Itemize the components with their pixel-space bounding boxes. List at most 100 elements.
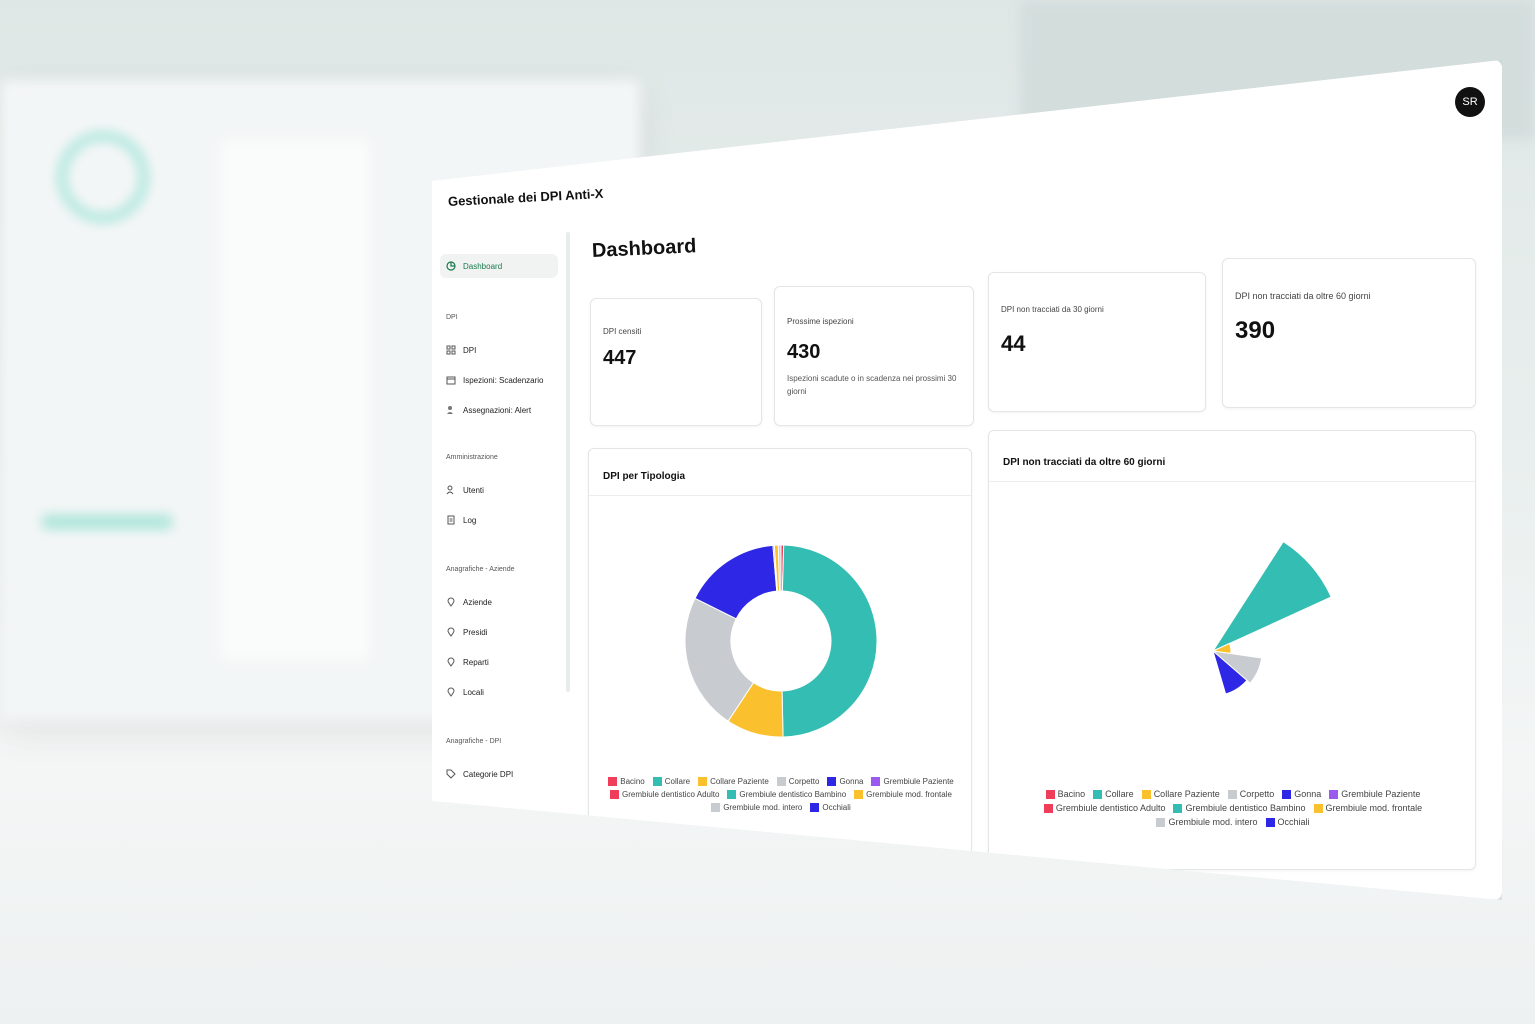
legend-item-corpetto[interactable]: Corpetto [776,777,819,786]
sidebar-section-amministrazione: Amministrazione [446,454,498,461]
legend-item-collare-paziente[interactable]: Collare Paziente [1141,789,1220,799]
legend-item-grembiule-paziente[interactable]: Grembiule Paziente [871,777,954,786]
users-icon [446,485,454,495]
legend-label: Grembiule dentistico Bambino [1185,803,1306,813]
stat-value: 430 [787,341,821,363]
map-pin-icon [447,687,455,697]
sidebar-item-locali[interactable]: Locali [440,680,558,704]
legend-item-grembiule-mod-frontale[interactable]: Grembiule mod. frontale [854,790,952,799]
polar-slice-gonna[interactable] [1212,649,1248,695]
legend-item-collare[interactable]: Collare [652,777,690,786]
sidebar-item-label: Log [463,515,477,525]
chart-legend: Bacino Collare Collare Paziente Corpetto Gon… [1003,789,1463,827]
sidebar-item-label: Reparti [463,657,489,667]
legend-item-grembiule-dentistico-bambino[interactable]: Grembiule dentistico Bambino [727,790,846,799]
legend-item-grembiule-dentistico-adulto[interactable]: Grembiule dentistico Adulto [1043,803,1166,813]
legend-swatch [1045,789,1055,799]
legend-label: Grembiule Paziente [1341,789,1421,799]
card-divider [989,481,1475,482]
stat-card-non-tracciati-60: DPI non tracciati da oltre 60 giorni 390 [1222,258,1476,408]
stat-card-prossime-ispezioni: Prossime ispezioni 430 Ispezioni scadute… [774,286,974,426]
polar-area-chart[interactable] [1123,501,1343,761]
sidebar-item-categorie-dpi[interactable]: Categorie DPI [440,762,558,786]
sidebar-item-dpi[interactable]: DPI [440,338,558,362]
legend-swatch [827,777,837,786]
legend-item-gonna[interactable]: Gonna [827,777,863,786]
sidebar-item-aziende[interactable]: Aziende [440,590,558,614]
legend-label: Gonna [839,777,864,786]
stat-label: DPI censiti [603,327,642,336]
legend-swatch [1173,803,1183,813]
polar-slice-collare[interactable] [1211,540,1332,653]
tag-icon [446,769,456,779]
main-content: Dashboard DPI censiti 447 Prossime ispez… [584,220,1484,880]
grid-icon [446,345,456,355]
app-window: Gestionale dei DPI Anti-X SR Dashboard D… [432,60,1502,900]
polar-slice-corpetto[interactable] [1211,650,1263,684]
chart-card-non-tracciati-60: DPI non tracciati da oltre 60 giorni Bac… [988,430,1476,870]
legend-label: Grembiule mod. frontale [866,790,952,799]
legend-item-occhiali[interactable]: Occhiali [1265,817,1310,827]
stat-note: Ispezioni scadute o in scadenza nei pros… [787,374,957,396]
legend-label: Grembiule mod. frontale [1325,803,1423,813]
map-pin-icon [447,657,455,667]
page-title: Dashboard [591,235,697,262]
legend-swatch [776,777,786,786]
doughnut-slice-grembiule-mod-intero[interactable] [777,544,782,592]
legend-swatch [711,803,721,812]
legend-item-occhiali[interactable]: Occhiali [810,803,851,812]
doughnut-slice-corpetto[interactable] [684,597,755,722]
legend-label: Collare Paziente [710,777,769,786]
sidebar-item-reparti[interactable]: Reparti [440,650,558,674]
legend-label: Grembiule mod. intero [1168,817,1258,827]
sidebar-section-anagrafiche-dpi: Anagrafiche - DPI [446,738,502,745]
legend-item-grembiule-dentistico-bambino[interactable]: Grembiule dentistico Bambino [1173,803,1306,813]
sidebar-item-utenti[interactable]: Utenti [440,478,558,502]
legend-label: Corpetto [1239,789,1275,799]
legend-label: Grembiule dentistico Adulto [1055,803,1166,813]
sidebar-item-label: Utenti [463,485,484,495]
doughnut-chart[interactable] [681,511,881,771]
stat-label: DPI non tracciati da oltre 60 giorni [1235,291,1371,301]
legend-swatch [810,803,820,812]
sidebar-item-dashboard[interactable]: Dashboard [440,254,558,278]
sidebar-item-label: Assegnazioni: Alert [463,405,532,415]
sidebar-scrollbar[interactable] [566,232,570,692]
legend-label: Grembiule Paziente [883,777,954,786]
legend-label: Collare Paziente [1153,789,1220,799]
doughnut-slice-collare[interactable] [781,544,878,738]
legend-swatch [727,790,737,799]
legend-swatch [1329,789,1339,799]
sidebar-item-label: Dashboard [463,261,503,271]
legend-item-grembiule-mod-frontale[interactable]: Grembiule mod. frontale [1313,803,1423,813]
legend-item-grembiule-paziente[interactable]: Grembiule Paziente [1329,789,1420,799]
legend-label: Collare [1105,789,1134,799]
legend-item-collare[interactable]: Collare [1093,789,1134,799]
map-pin-icon [447,597,455,607]
sidebar-item-assegnazioni[interactable]: Assegnazioni: Alert [440,398,558,422]
legend-item-grembiule-mod-intero[interactable]: Grembiule mod. intero [1156,817,1258,827]
sidebar: Dashboard DPI DPI Ispezioni: Scadenzario… [440,240,570,860]
legend-item-grembiule-mod-intero[interactable]: Grembiule mod. intero [711,803,802,812]
legend-item-collare-paziente[interactable]: Collare Paziente [698,777,769,786]
legend-swatch [652,777,662,786]
user-alert-icon [447,406,453,414]
legend-swatch [854,790,864,799]
legend-swatch [1282,789,1292,799]
stat-value: 390 [1235,317,1276,344]
sidebar-item-presidi[interactable]: Presidi [440,620,558,644]
legend-item-bacino[interactable]: Bacino [608,777,645,786]
legend-item-grembiule-dentistico-adulto[interactable]: Grembiule dentistico Adulto [610,790,719,799]
sidebar-item-ispezioni[interactable]: Ispezioni: Scadenzario [440,368,558,392]
avatar[interactable]: SR [1455,87,1485,117]
legend-label: Grembiule dentistico Bambino [739,790,847,799]
legend-item-bacino[interactable]: Bacino [1045,789,1085,799]
legend-item-gonna[interactable]: Gonna [1282,789,1321,799]
sidebar-item-log[interactable]: Log [440,508,558,532]
legend-label: Gonna [1294,789,1322,799]
chart-title: DPI non tracciati da oltre 60 giorni [1003,457,1166,468]
legend-swatch [871,777,881,786]
legend-swatch [1141,789,1151,799]
chart-legend: Bacino Collare Collare Paziente Corpetto Gon… [603,777,959,812]
legend-item-corpetto[interactable]: Corpetto [1227,789,1275,799]
